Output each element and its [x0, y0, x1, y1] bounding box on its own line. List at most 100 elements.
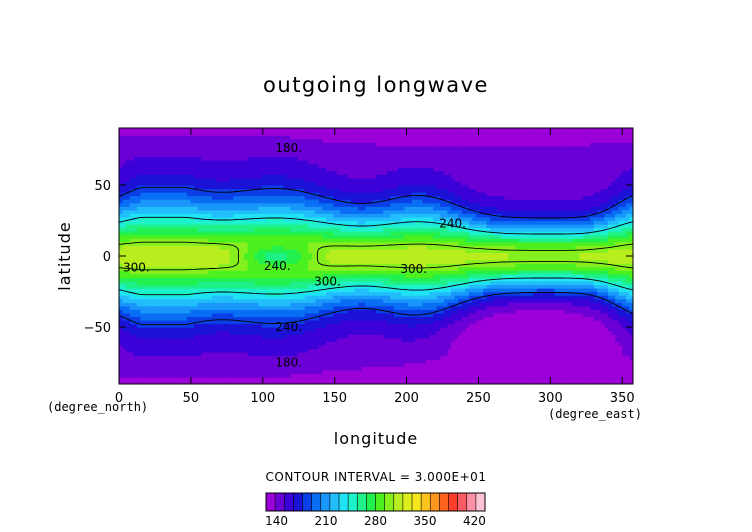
- field-cell: [351, 266, 356, 271]
- field-cell: [247, 376, 252, 382]
- field-cell: [583, 344, 588, 350]
- field-cell: [204, 380, 209, 384]
- field-cell: [418, 337, 423, 342]
- field-cell: [233, 369, 238, 374]
- field-cell: [322, 259, 327, 264]
- field-cell: [468, 369, 473, 374]
- field-cell: [122, 373, 127, 378]
- field-cell: [483, 270, 488, 275]
- field-cell: [197, 348, 202, 353]
- field-cell: [358, 291, 363, 296]
- field-cell: [236, 366, 241, 371]
- field-cell: [593, 334, 598, 339]
- field-cell: [604, 369, 609, 374]
- field-cell: [351, 280, 356, 286]
- field-cell: [518, 327, 523, 332]
- field-cell: [308, 362, 313, 367]
- field-cell: [322, 277, 327, 282]
- field-cell: [400, 341, 406, 346]
- field-cell: [497, 280, 502, 286]
- field-cell: [340, 320, 345, 325]
- field-cell: [418, 352, 423, 357]
- field-cell: [361, 369, 366, 374]
- field-cell: [265, 277, 270, 282]
- field-cell: [408, 341, 413, 346]
- field-cell: [408, 291, 413, 296]
- field-cell: [497, 355, 502, 360]
- field-cell: [329, 366, 334, 371]
- field-cell: [465, 373, 470, 378]
- field-cell: [161, 298, 166, 303]
- field-cell: [308, 369, 313, 374]
- field-cell: [568, 359, 573, 364]
- field-cell: [629, 291, 633, 296]
- field-cell: [497, 348, 502, 353]
- field-cell: [154, 298, 159, 303]
- field-cell: [193, 327, 199, 332]
- field-cell: [204, 309, 209, 314]
- field-cell: [201, 352, 206, 357]
- field-cell: [500, 376, 506, 382]
- field-cell: [590, 366, 595, 371]
- field-cell: [600, 291, 606, 296]
- field-cell: [404, 327, 409, 332]
- field-cell: [318, 359, 324, 364]
- field-cell: [568, 270, 573, 275]
- field-cell: [611, 344, 616, 350]
- field-cell: [119, 330, 124, 335]
- field-cell: [143, 373, 149, 378]
- field-cell: [315, 366, 320, 371]
- field-cell: [490, 327, 495, 332]
- field-cell: [143, 305, 149, 310]
- field-cell: [186, 263, 191, 268]
- field-cell: [176, 298, 181, 303]
- field-cell: [525, 302, 531, 307]
- field-cell: [608, 270, 613, 275]
- field-cell: [511, 309, 516, 314]
- field-cell: [625, 280, 631, 286]
- field-cell: [193, 312, 199, 318]
- field-cell: [429, 359, 434, 364]
- field-cell: [151, 355, 156, 360]
- field-cell: [308, 305, 313, 310]
- field-cell: [351, 312, 356, 318]
- field-cell: [215, 320, 220, 325]
- field-cell: [258, 352, 263, 357]
- field-cell: [136, 380, 142, 384]
- field-cell: [586, 330, 591, 335]
- field-cell: [440, 298, 445, 303]
- field-cell: [529, 312, 534, 318]
- field-cell: [486, 337, 491, 342]
- field-cell: [475, 288, 481, 293]
- field-cell: [233, 316, 238, 321]
- field-cell: [386, 355, 391, 360]
- field-cell: [611, 316, 616, 321]
- field-cell: [611, 366, 616, 371]
- field-cell: [393, 309, 399, 314]
- field-cell: [604, 376, 609, 382]
- field-cell: [376, 348, 381, 353]
- field-cell: [615, 273, 620, 278]
- field-cell: [550, 263, 556, 268]
- field-cell: [351, 366, 356, 371]
- field-cell: [575, 376, 581, 382]
- field-cell: [593, 327, 598, 332]
- field-cell: [126, 288, 131, 293]
- field-cell: [347, 291, 352, 296]
- field-cell: [226, 348, 231, 353]
- field-cell: [422, 312, 427, 318]
- field-cell: [254, 266, 259, 271]
- field-cell: [611, 362, 616, 367]
- field-cell: [525, 380, 531, 384]
- field-cell: [568, 341, 573, 346]
- field-cell: [404, 341, 409, 346]
- field-cell: [204, 320, 209, 325]
- field-cell: [208, 259, 213, 264]
- field-cell: [358, 295, 363, 300]
- field-cell: [490, 298, 495, 303]
- field-cell: [176, 330, 181, 335]
- field-cell: [579, 312, 584, 318]
- field-cell: [304, 380, 309, 384]
- field-cell: [261, 355, 266, 360]
- field-cell: [272, 334, 277, 339]
